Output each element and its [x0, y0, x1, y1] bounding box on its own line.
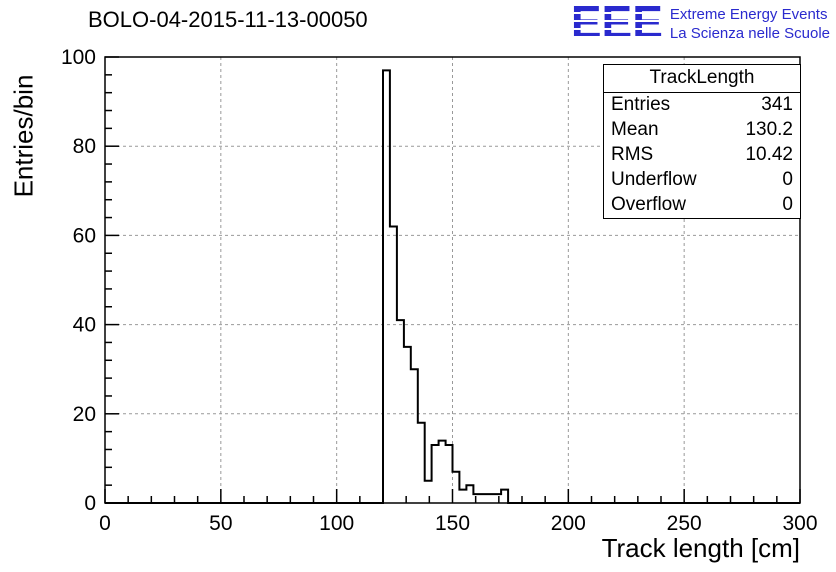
svg-text:300: 300	[782, 512, 817, 535]
stats-row-overflow: Overflow 0	[604, 193, 800, 218]
plot-title: BOLO-04-2015-11-13-00050	[88, 7, 368, 32]
stats-value: 0	[782, 169, 793, 190]
stats-label: RMS	[611, 144, 654, 165]
stats-label: Overflow	[611, 194, 686, 215]
stats-box-title: TrackLength	[604, 65, 800, 93]
stats-label: Underflow	[611, 169, 697, 190]
stats-value: 10.42	[745, 144, 793, 165]
x-axis-title: Track length [cm]	[601, 533, 800, 563]
y-axis-title: Entries/bin	[8, 74, 39, 198]
eee-logo-subtitles: Extreme Energy Events La Scienza nelle S…	[670, 2, 830, 43]
logo-subtitle-1: Extreme Energy Events	[669, 6, 828, 23]
eee-logo: EEE Extreme Energy Events La Scienza nel…	[570, 0, 830, 48]
svg-text:60: 60	[73, 224, 96, 247]
stats-value: 130.2	[745, 119, 793, 140]
stats-label: Mean	[611, 119, 659, 140]
stats-value: 341	[761, 94, 793, 115]
stats-row-underflow: Underflow 0	[604, 168, 800, 193]
svg-text:0: 0	[84, 492, 96, 515]
svg-text:250: 250	[667, 512, 702, 535]
logo-subtitle-2: La Scienza nelle Scuole	[669, 25, 830, 42]
stats-row-entries: Entries 341	[604, 93, 800, 118]
svg-text:50: 50	[209, 512, 232, 535]
svg-text:150: 150	[435, 512, 470, 535]
svg-text:100: 100	[61, 46, 96, 69]
stats-box: TrackLength Entries 341 Mean 130.2 RMS 1…	[603, 64, 801, 219]
stats-row-rms: RMS 10.42	[604, 143, 800, 168]
svg-text:20: 20	[73, 403, 96, 426]
svg-text:0: 0	[99, 512, 111, 535]
svg-text:100: 100	[319, 512, 354, 535]
svg-text:40: 40	[73, 314, 96, 337]
svg-text:80: 80	[73, 135, 96, 158]
stats-label: Entries	[611, 94, 671, 115]
svg-text:200: 200	[551, 512, 586, 535]
stats-value: 0	[782, 194, 793, 215]
stats-row-mean: Mean 130.2	[604, 118, 800, 143]
eee-logo-text: EEE	[570, 0, 663, 48]
